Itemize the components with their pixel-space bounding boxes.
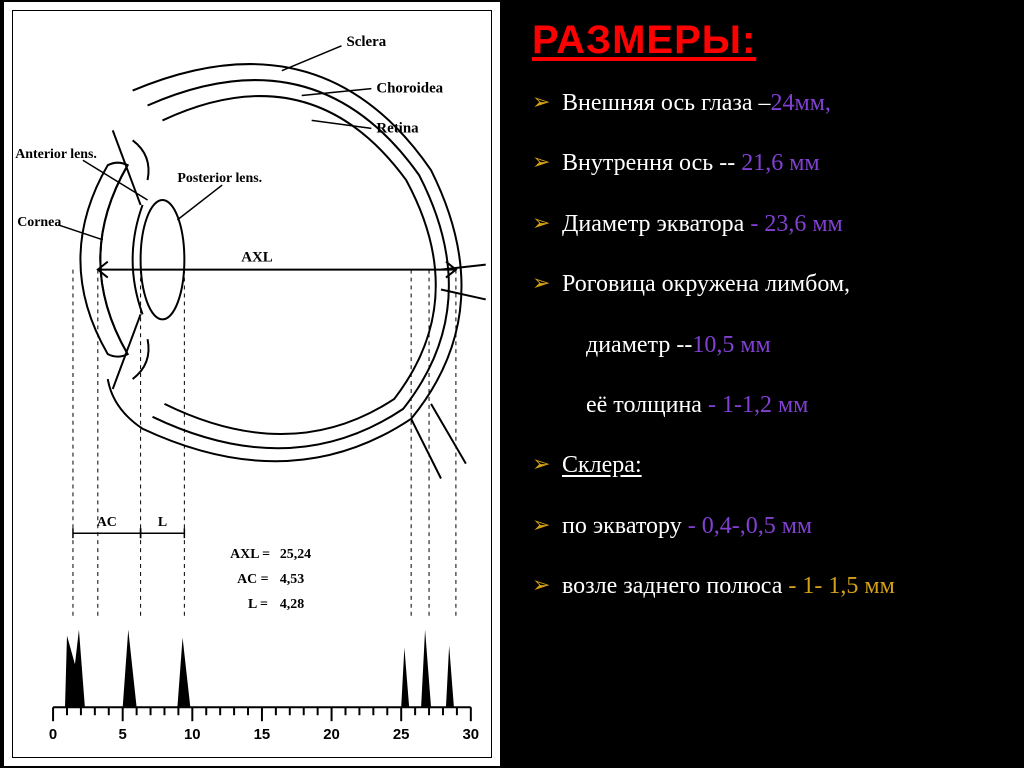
axl-measure-value: 25,24 (280, 547, 311, 562)
item-value: - 1-1,2 мм (708, 392, 808, 418)
item-value: 21,6 мм (741, 150, 819, 176)
ac-measure-value: 4,53 (280, 572, 304, 587)
anterior-lens-label: Anterior lens. (15, 147, 97, 162)
list-item: её толщина - 1-1,2 мм (532, 389, 1004, 421)
svg-text:20: 20 (323, 726, 340, 743)
list-item: Диаметр экватора - 23,6 мм (532, 208, 1004, 240)
item-label: её толщина (586, 392, 708, 418)
list-item: Склера: (532, 449, 1004, 481)
eye-diagram-panel: AXL Sclera Choroidea Retina Anterior len… (2, 0, 502, 768)
svg-text:30: 30 (463, 726, 480, 743)
item-label: Роговица окружена лимбом, (562, 271, 850, 297)
item-value: 24мм, (771, 90, 831, 116)
list-item: возле заднего полюса - 1- 1,5 мм (532, 570, 1004, 602)
svg-text:25: 25 (393, 726, 410, 743)
item-label: Внешняя ось глаза – (562, 90, 771, 116)
svg-text:15: 15 (254, 726, 271, 743)
item-label: Склера: (562, 452, 642, 478)
list-item: Внешняя ось глаза –24мм, (532, 87, 1004, 119)
item-value: - 23,6 мм (750, 211, 842, 237)
posterior-lens-label: Posterior lens. (177, 171, 262, 186)
l-measure-value: 4,28 (280, 597, 304, 612)
ac-measure-label: AC = (237, 572, 269, 587)
item-label: Внутрення ось -- (562, 150, 741, 176)
sclera-label: Sclera (346, 34, 386, 50)
item-label: диаметр -- (586, 332, 692, 358)
eye-anatomy-svg: AXL Sclera Choroidea Retina Anterior len… (13, 11, 491, 757)
item-label: Диаметр экватора (562, 211, 750, 237)
choroidea-label: Choroidea (376, 81, 443, 97)
list-item: по экватору - 0,4-,0,5 мм (532, 510, 1004, 542)
item-label: по экватору (562, 513, 688, 539)
cornea-label: Cornea (17, 215, 61, 230)
item-label: возле заднего полюса (562, 573, 788, 599)
list-item: Внутрення ось -- 21,6 мм (532, 147, 1004, 179)
content-panel: РАЗМЕРЫ: Внешняя ось глаза –24мм, Внутрен… (502, 0, 1024, 768)
dimensions-list: Внешняя ось глаза –24мм, Внутрення ось --… (532, 87, 1004, 603)
svg-text:5: 5 (119, 726, 127, 743)
list-item: диаметр --10,5 мм (532, 329, 1004, 361)
item-value: 10,5 мм (692, 332, 770, 358)
svg-text:10: 10 (184, 726, 201, 743)
axl-measure-label: AXL = (230, 547, 270, 562)
l-measure-label: L = (248, 597, 268, 612)
title-text: РАЗМЕРЫ: (532, 18, 756, 62)
ac-bracket-label: AC (97, 515, 117, 530)
retina-label: Retina (376, 120, 419, 136)
page-title: РАЗМЕРЫ: (532, 18, 1004, 63)
l-bracket-label: L (158, 515, 167, 530)
svg-text:0: 0 (49, 726, 57, 743)
axl-label: AXL (241, 250, 273, 266)
item-value: - 0,4-,0,5 мм (688, 513, 812, 539)
item-value: - 1- 1,5 мм (788, 573, 894, 599)
list-item: Роговица окружена лимбом, (532, 268, 1004, 300)
